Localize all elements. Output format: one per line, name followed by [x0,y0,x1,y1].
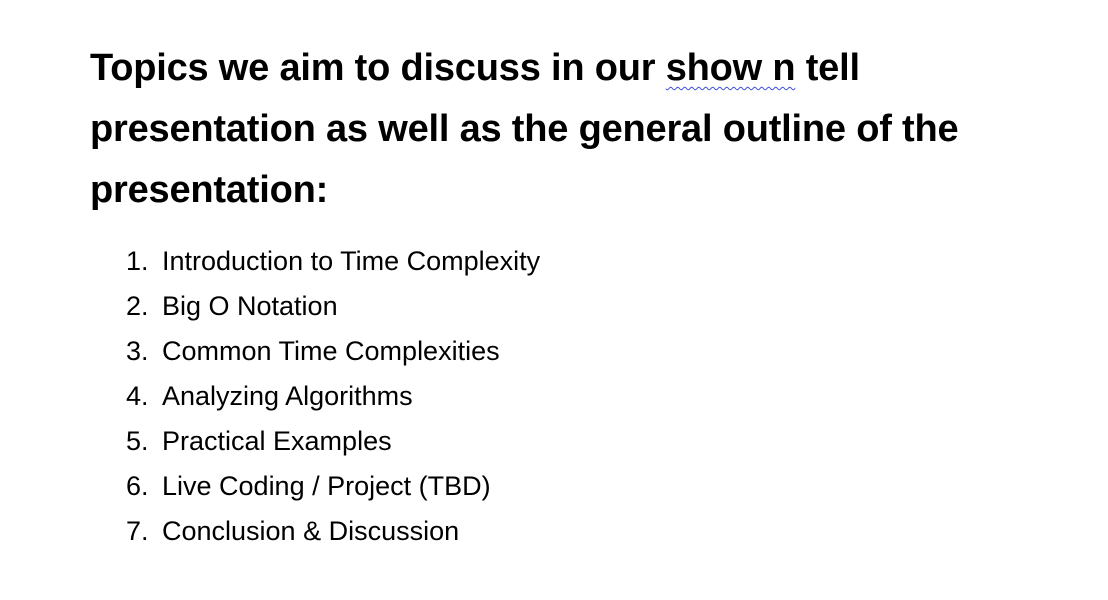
list-item-text: Big O Notation [162,291,338,321]
list-item: 4. Analyzing Algorithms [90,374,1050,419]
heading-text-end: tell presentation as well as the general… [90,47,959,211]
heading-text-start: Topics we aim to discuss in our [90,47,666,89]
list-item-text: Conclusion & Discussion [162,516,460,546]
spellcheck-flagged-word[interactable]: show n [665,47,796,89]
list-item: 1. Introduction to Time Complexity [90,239,1050,284]
list-item-number: 4. [126,381,149,411]
list-item: 5. Practical Examples [90,419,1050,464]
list-item-text: Practical Examples [162,426,392,456]
list-item-text: Analyzing Algorithms [162,381,413,411]
list-item-number: 7. [126,516,149,546]
list-item-text: Live Coding / Project (TBD) [162,471,491,501]
list-item: 6. Live Coding / Project (TBD) [90,464,1050,509]
topics-list: 1. Introduction to Time Complexity 2. Bi… [90,239,1050,554]
list-item-number: 2. [126,291,149,321]
list-item-number: 3. [126,336,149,366]
list-item-number: 5. [126,426,149,456]
list-item-number: 1. [126,246,149,276]
document-body: Topics we aim to discuss in our show n t… [90,38,1050,554]
list-item: 7. Conclusion & Discussion [90,509,1050,554]
list-item-text: Common Time Complexities [162,336,500,366]
list-item: 3. Common Time Complexities [90,329,1050,374]
document-heading: Topics we aim to discuss in our show n t… [90,38,1050,221]
list-item-text: Introduction to Time Complexity [162,246,541,276]
list-item: 2. Big O Notation [90,284,1050,329]
list-item-number: 6. [126,471,149,501]
